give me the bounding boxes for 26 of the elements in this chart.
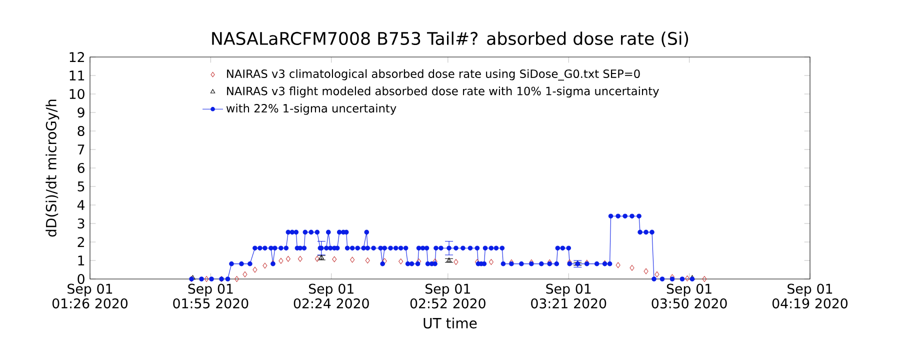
y-tick-label: 4	[77, 200, 85, 210]
y-tick-label: 10	[70, 88, 84, 100]
x-tick-label: Sep 01 01:26 2020	[52, 284, 128, 308]
x-tick-label: Sep 01 03:50 2020	[652, 284, 727, 308]
legend-label: with 22% 1-sigma uncertainty	[226, 104, 396, 115]
y-tick-label: 12	[70, 52, 84, 62]
x-tick-label: Sep 01 04:19 2020	[772, 284, 848, 308]
x-axis-title: UT time	[424, 318, 477, 328]
x-tick-label: Sep 01 02:52 2020	[410, 284, 486, 308]
chart-title: NASALaRCFM7008 B753 Tail#? absorbed dose rate (Si)	[212, 32, 688, 48]
y-tick-label: 0	[78, 274, 84, 284]
y-tick-label: 3	[78, 218, 84, 229]
y-tick-label: 6	[78, 162, 84, 174]
legend-label: NAIRAS v3 climatological absorbed dose rate using SiDose_G0.txt SEP=0	[227, 69, 640, 81]
y-tick-label: 7	[78, 144, 84, 154]
y-tick-label: 5	[78, 182, 84, 192]
x-tick-label: Sep 01 01:55 2020	[173, 284, 248, 308]
y-axis-title: dD(Si)/dt microGy/h	[46, 100, 60, 237]
y-tick-label: 11	[70, 70, 84, 80]
y-tick-label: 2	[78, 237, 84, 247]
legend-label: NAIRAS v3 flight modeled absorbed dose rate with 10% 1-sigma uncertainty	[227, 86, 659, 98]
y-tick-label: 8	[78, 126, 84, 136]
x-tick-label: Sep 01 03:21 2020	[531, 284, 606, 308]
y-tick-label: 1	[78, 256, 84, 266]
y-tick-label: 9	[78, 107, 84, 118]
x-tick-label: Sep 01 02:24 2020	[294, 284, 369, 308]
